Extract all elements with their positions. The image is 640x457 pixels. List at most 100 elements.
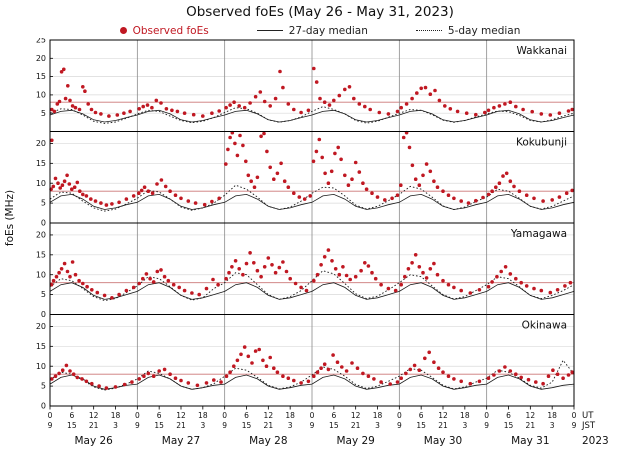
station-label: Yamagawa (510, 228, 567, 240)
jst-tick-label: 15 (154, 421, 164, 430)
station-label: Kokubunji (516, 137, 567, 149)
day-label: May 28 (249, 435, 287, 447)
y-tick-label: 20 (36, 139, 46, 148)
ut-tick-label: 0 (135, 411, 140, 420)
jst-tick-label: 21 (526, 421, 536, 430)
chart-canvas: 5 10 15 20 25 Wakkanai 0 5 10 15 20 Kokubunji 0 5 10 15… (36, 38, 609, 447)
jst-tick-label: 3 (375, 421, 380, 430)
station-label: Wakkanai (516, 45, 567, 57)
y-tick-label: 20 (36, 54, 46, 63)
ut-tick-label: 18 (373, 411, 383, 420)
ut-tick-label: 18 (547, 411, 557, 420)
y-tick-label: 20 (36, 322, 46, 331)
legend-median27: 27-day median (288, 24, 368, 37)
observed-dot-icon (119, 27, 127, 34)
y-tick-label: 20 (36, 231, 46, 240)
jst-tick-label: 3 (200, 421, 205, 430)
jst-tick-label: 3 (462, 421, 467, 430)
ut-tick-label: 12 (89, 411, 99, 420)
y-tick-label: 0 (41, 310, 46, 319)
ut-tick-label: 18 (285, 411, 295, 420)
ut-tick-label: 18 (198, 411, 208, 420)
ut-tick-label: 0 (397, 411, 402, 420)
y-tick-label: 15 (36, 342, 46, 351)
jst-tick-label: 15 (504, 421, 514, 430)
day-label: May 31 (511, 435, 549, 447)
ut-tick-label: 12 (176, 411, 186, 420)
y-tick-label: 5 (41, 199, 46, 208)
median5-line (49, 106, 575, 124)
jst-tick-label: 9 (484, 421, 489, 430)
station-label: Okinawa (522, 320, 567, 332)
ut-tick-label: 6 (157, 411, 162, 420)
panel-wakkanai: 5 10 15 20 25 Wakkanai (36, 38, 575, 132)
median27-line (49, 282, 575, 300)
median27-line (49, 109, 575, 123)
jst-tick-label: 15 (416, 421, 426, 430)
jst-tick-label: 9 (572, 421, 577, 430)
median27-line (49, 193, 575, 210)
median5-line (49, 184, 575, 212)
median27-line-icon (256, 30, 283, 31)
jst-tick-label: 9 (310, 421, 315, 430)
y-tick-label: 10 (36, 179, 46, 188)
y-tick-label: 0 (41, 402, 46, 411)
ut-tick-label: 0 (484, 411, 489, 420)
ut-tick-label: 12 (438, 411, 448, 420)
ut-tick-label: 6 (419, 411, 424, 420)
median5-line-icon (415, 30, 442, 31)
ut-tick-label: 6 (331, 411, 336, 420)
ut-tick-label: 6 (506, 411, 511, 420)
jst-tick-label: 3 (288, 421, 293, 430)
legend: Observed foEs 27-day median 5-day median (0, 23, 640, 38)
ut-tick-label: 18 (460, 411, 470, 420)
panel-okinawa: 0 5 10 15 20 Okinawa (36, 314, 575, 411)
jst-tick-label: 15 (242, 421, 252, 430)
y-tick-label: 15 (36, 250, 46, 259)
day-label: May 29 (336, 435, 374, 447)
year-label: 2023 (582, 435, 609, 447)
ut-tick-label: 12 (264, 411, 274, 420)
y-tick-label: 10 (36, 91, 46, 100)
legend-item-median5: 5-day median (415, 24, 521, 37)
day-label: May 30 (424, 435, 462, 447)
jst-unit-label: JST (581, 421, 596, 431)
y-tick-label: 15 (36, 72, 46, 81)
x-axis: 0961512211830961512211830961512211830961… (48, 406, 609, 447)
ut-tick-label: 0 (222, 411, 227, 420)
y-tick-label: 5 (41, 109, 46, 118)
jst-tick-label: 15 (67, 421, 77, 430)
y-tick-label: 25 (36, 38, 46, 45)
jst-tick-label: 21 (438, 421, 448, 430)
y-tick-label: 0 (41, 219, 46, 228)
legend-item-observed: Observed foEs (119, 24, 209, 37)
panel-kokubunji: 0 5 10 15 20 Kokubunji (36, 130, 575, 228)
ut-tick-label: 6 (244, 411, 249, 420)
day-label: May 26 (74, 435, 113, 447)
ut-tick-label: 12 (351, 411, 361, 420)
legend-item-median27: 27-day median (256, 24, 368, 37)
y-tick-label: 15 (36, 159, 46, 168)
day-label: May 27 (162, 435, 200, 447)
jst-tick-label: 9 (222, 421, 227, 430)
jst-tick-label: 21 (351, 421, 361, 430)
y-tick-label: 10 (36, 270, 46, 279)
legend-observed: Observed foEs (132, 24, 209, 37)
panel-yamagawa: 0 5 10 15 20 Yamagawa (36, 222, 575, 319)
ut-tick-label: 18 (111, 411, 121, 420)
ut-tick-label: 0 (572, 411, 577, 420)
ut-tick-label: 6 (69, 411, 74, 420)
y-tick-label: 5 (41, 382, 46, 391)
ut-unit-label: UT (582, 411, 594, 421)
jst-tick-label: 3 (113, 421, 118, 430)
jst-tick-label: 21 (176, 421, 186, 430)
legend-median5: 5-day median (447, 24, 521, 37)
jst-tick-label: 9 (48, 421, 53, 430)
jst-tick-label: 21 (89, 421, 99, 430)
median27-line (49, 374, 575, 390)
jst-tick-label: 9 (135, 421, 140, 430)
ut-tick-label: 12 (526, 411, 536, 420)
chart-title: Observed foEs (May 26 - May 31, 2023) (186, 4, 454, 20)
ut-tick-label: 0 (310, 411, 315, 420)
